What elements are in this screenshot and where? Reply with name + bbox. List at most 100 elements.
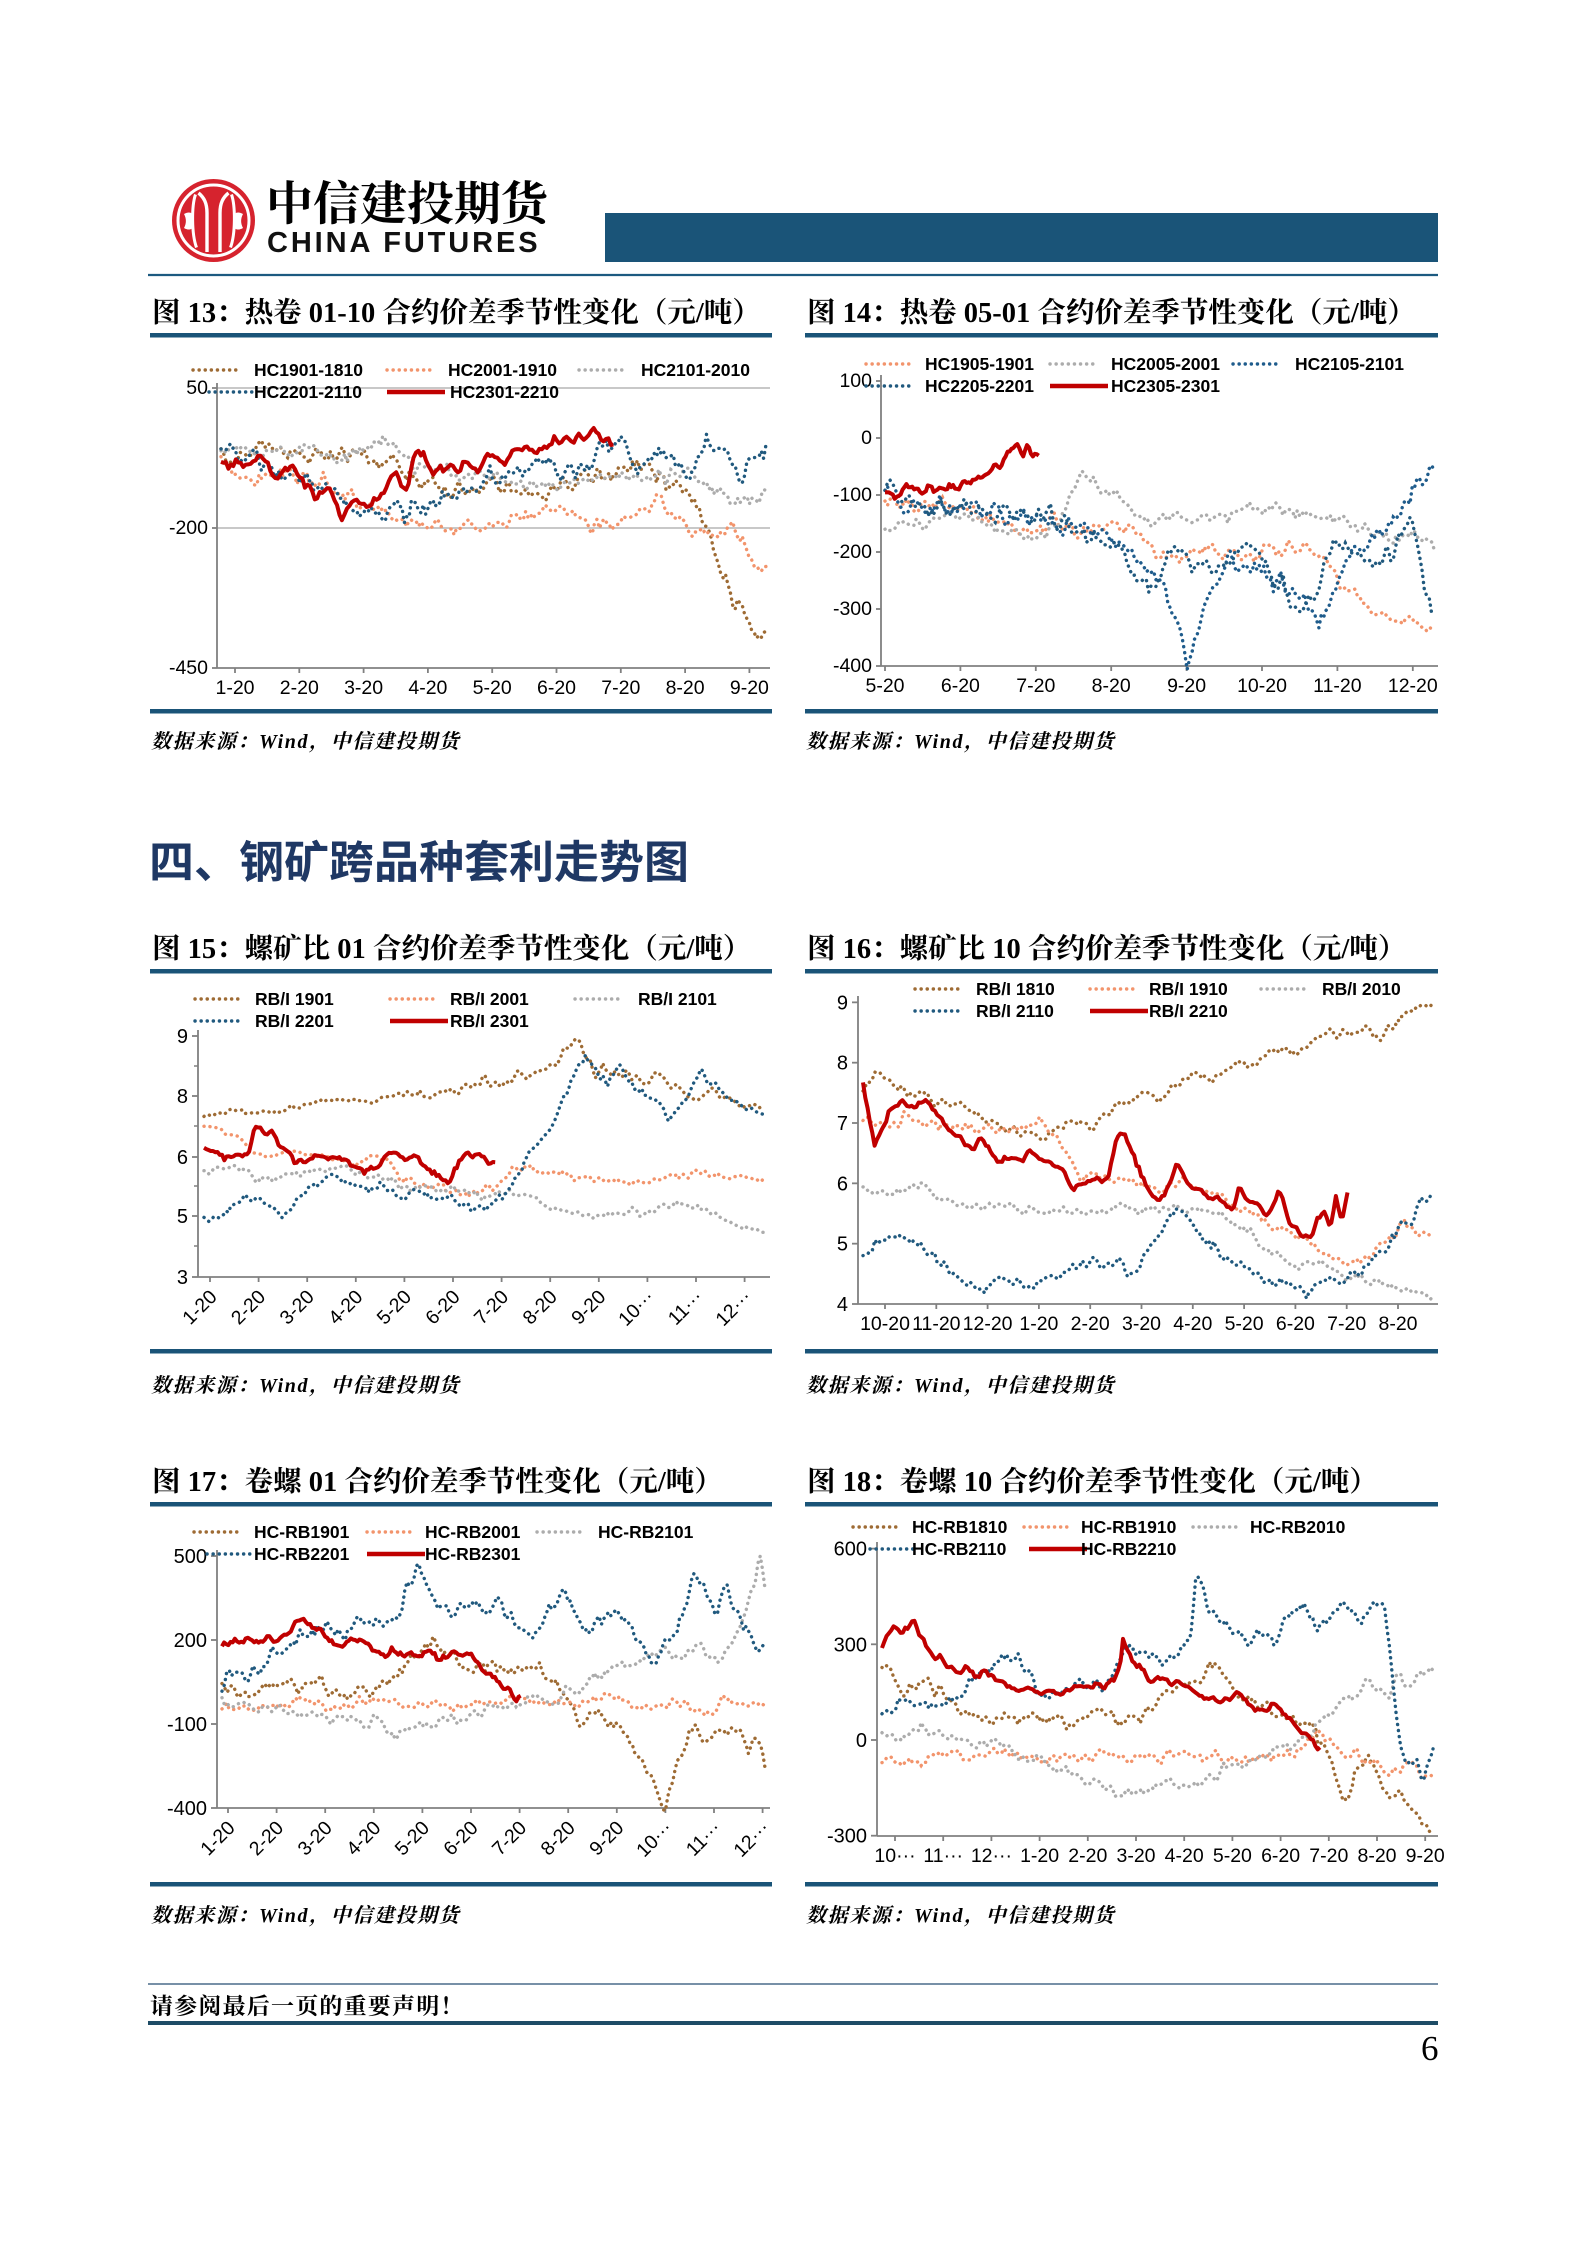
svg-text:5-20: 5-20 [1225, 1313, 1264, 1335]
svg-text:4-20: 4-20 [324, 1286, 367, 1329]
svg-text:11···: 11··· [664, 1286, 708, 1330]
svg-text:7-20: 7-20 [488, 1817, 531, 1860]
svg-text:7-20: 7-20 [601, 677, 640, 699]
svg-text:10···: 10··· [632, 1817, 677, 1862]
svg-text:HC-RB1810: HC-RB1810 [912, 1517, 1008, 1537]
svg-text:1-20: 1-20 [178, 1286, 221, 1329]
svg-text:8-20: 8-20 [1357, 1845, 1396, 1867]
svg-text:300: 300 [834, 1634, 867, 1656]
svg-text:RB/I 1910: RB/I 1910 [1149, 979, 1228, 999]
svg-text:5-20: 5-20 [473, 677, 512, 699]
svg-text:5-20: 5-20 [373, 1286, 416, 1329]
svg-text:-300: -300 [827, 1826, 867, 1848]
svg-text:-450: -450 [169, 657, 208, 679]
svg-text:-100: -100 [167, 1714, 207, 1736]
svg-text:600: 600 [834, 1539, 867, 1561]
svg-text:-200: -200 [833, 541, 872, 563]
svg-text:HC1901-1810: HC1901-1810 [254, 360, 363, 380]
svg-text:9-20: 9-20 [585, 1817, 628, 1860]
svg-text:3-20: 3-20 [344, 677, 383, 699]
svg-text:HC2101-2010: HC2101-2010 [641, 360, 750, 380]
svg-text:6-20: 6-20 [941, 675, 980, 697]
svg-text:2-20: 2-20 [245, 1817, 288, 1860]
svg-text:1-20: 1-20 [1019, 1313, 1058, 1335]
svg-text:RB/I 2110: RB/I 2110 [976, 1001, 1054, 1021]
svg-text:2-20: 2-20 [280, 677, 319, 699]
svg-text:HC2301-2210: HC2301-2210 [450, 382, 559, 402]
svg-text:5-20: 5-20 [1213, 1845, 1252, 1867]
svg-text:-300: -300 [833, 598, 872, 620]
svg-text:1-20: 1-20 [1020, 1845, 1059, 1867]
svg-text:10···: 10··· [614, 1286, 659, 1331]
svg-text:12-20: 12-20 [1388, 675, 1438, 697]
svg-text:6-20: 6-20 [1276, 1313, 1315, 1335]
svg-text:HC-RB2010: HC-RB2010 [1250, 1517, 1346, 1537]
svg-text:0: 0 [856, 1730, 867, 1752]
svg-text:4-20: 4-20 [342, 1817, 385, 1860]
svg-text:8-20: 8-20 [666, 677, 705, 699]
svg-text:RB/I 2201: RB/I 2201 [255, 1011, 334, 1031]
svg-text:RB/I 2010: RB/I 2010 [1322, 979, 1401, 999]
svg-text:4-20: 4-20 [408, 677, 447, 699]
svg-text:7-20: 7-20 [1016, 675, 1055, 697]
svg-text:3: 3 [177, 1267, 188, 1289]
svg-text:9-20: 9-20 [567, 1286, 610, 1329]
svg-text:-400: -400 [833, 655, 872, 677]
svg-text:6-20: 6-20 [1261, 1845, 1300, 1867]
svg-text:3-20: 3-20 [294, 1817, 337, 1860]
svg-text:5: 5 [837, 1234, 848, 1256]
svg-text:4: 4 [837, 1294, 848, 1316]
svg-text:12···: 12··· [971, 1845, 1012, 1867]
svg-text:3-20: 3-20 [276, 1286, 319, 1329]
svg-text:7-20: 7-20 [1309, 1845, 1348, 1867]
svg-text:2-20: 2-20 [1068, 1845, 1107, 1867]
svg-text:11-20: 11-20 [1313, 675, 1362, 697]
svg-text:HC-RB1910: HC-RB1910 [1081, 1517, 1177, 1537]
svg-text:8-20: 8-20 [1378, 1313, 1417, 1335]
svg-text:12-20: 12-20 [963, 1313, 1013, 1335]
svg-text:6-20: 6-20 [537, 677, 576, 699]
svg-text:7-20: 7-20 [1327, 1313, 1366, 1335]
svg-text:6: 6 [837, 1173, 848, 1195]
svg-text:5-20: 5-20 [865, 675, 904, 697]
svg-text:9: 9 [177, 1026, 188, 1048]
svg-text:8-20: 8-20 [1092, 675, 1131, 697]
svg-text:HC2305-2301: HC2305-2301 [1111, 376, 1220, 396]
svg-text:4-20: 4-20 [1173, 1313, 1212, 1335]
svg-text:11-20: 11-20 [912, 1313, 961, 1335]
svg-text:HC-RB2210: HC-RB2210 [1081, 1539, 1177, 1559]
svg-text:2-20: 2-20 [227, 1286, 270, 1329]
svg-text:7-20: 7-20 [470, 1286, 513, 1329]
svg-text:9-20: 9-20 [730, 677, 769, 699]
svg-text:0: 0 [861, 427, 872, 449]
svg-text:8-20: 8-20 [537, 1817, 580, 1860]
svg-text:6: 6 [177, 1147, 188, 1169]
svg-text:5-20: 5-20 [391, 1817, 434, 1860]
svg-text:5: 5 [177, 1206, 188, 1228]
svg-text:HC-RB2110: HC-RB2110 [912, 1539, 1007, 1559]
svg-text:3-20: 3-20 [1116, 1845, 1155, 1867]
svg-text:-200: -200 [169, 517, 208, 539]
svg-text:HC-RB2301: HC-RB2301 [425, 1544, 521, 1564]
svg-text:7: 7 [837, 1113, 848, 1135]
svg-text:RB/I 2101: RB/I 2101 [638, 989, 717, 1009]
svg-text:2-20: 2-20 [1071, 1313, 1110, 1335]
svg-text:9: 9 [837, 992, 848, 1014]
svg-text:HC2201-2110: HC2201-2110 [254, 382, 362, 402]
svg-text:RB/I 1901: RB/I 1901 [255, 989, 334, 1009]
svg-text:HC-RB2201: HC-RB2201 [254, 1544, 350, 1564]
svg-text:9-20: 9-20 [1406, 1845, 1445, 1867]
svg-text:11···: 11··· [923, 1845, 963, 1867]
svg-text:4-20: 4-20 [1165, 1845, 1204, 1867]
svg-text:10-20: 10-20 [1237, 675, 1287, 697]
svg-text:HC-RB2101: HC-RB2101 [598, 1522, 694, 1542]
svg-text:HC-RB2001: HC-RB2001 [425, 1522, 521, 1542]
svg-text:HC2005-2001: HC2005-2001 [1111, 354, 1220, 374]
svg-text:-400: -400 [167, 1798, 207, 1820]
svg-text:HC2105-2101: HC2105-2101 [1295, 354, 1404, 374]
svg-text:RB/I 2301: RB/I 2301 [450, 1011, 529, 1031]
svg-text:9-20: 9-20 [1167, 675, 1206, 697]
svg-text:12···: 12··· [711, 1286, 756, 1331]
svg-text:RB/I 2210: RB/I 2210 [1149, 1001, 1228, 1021]
svg-text:50: 50 [186, 377, 208, 399]
